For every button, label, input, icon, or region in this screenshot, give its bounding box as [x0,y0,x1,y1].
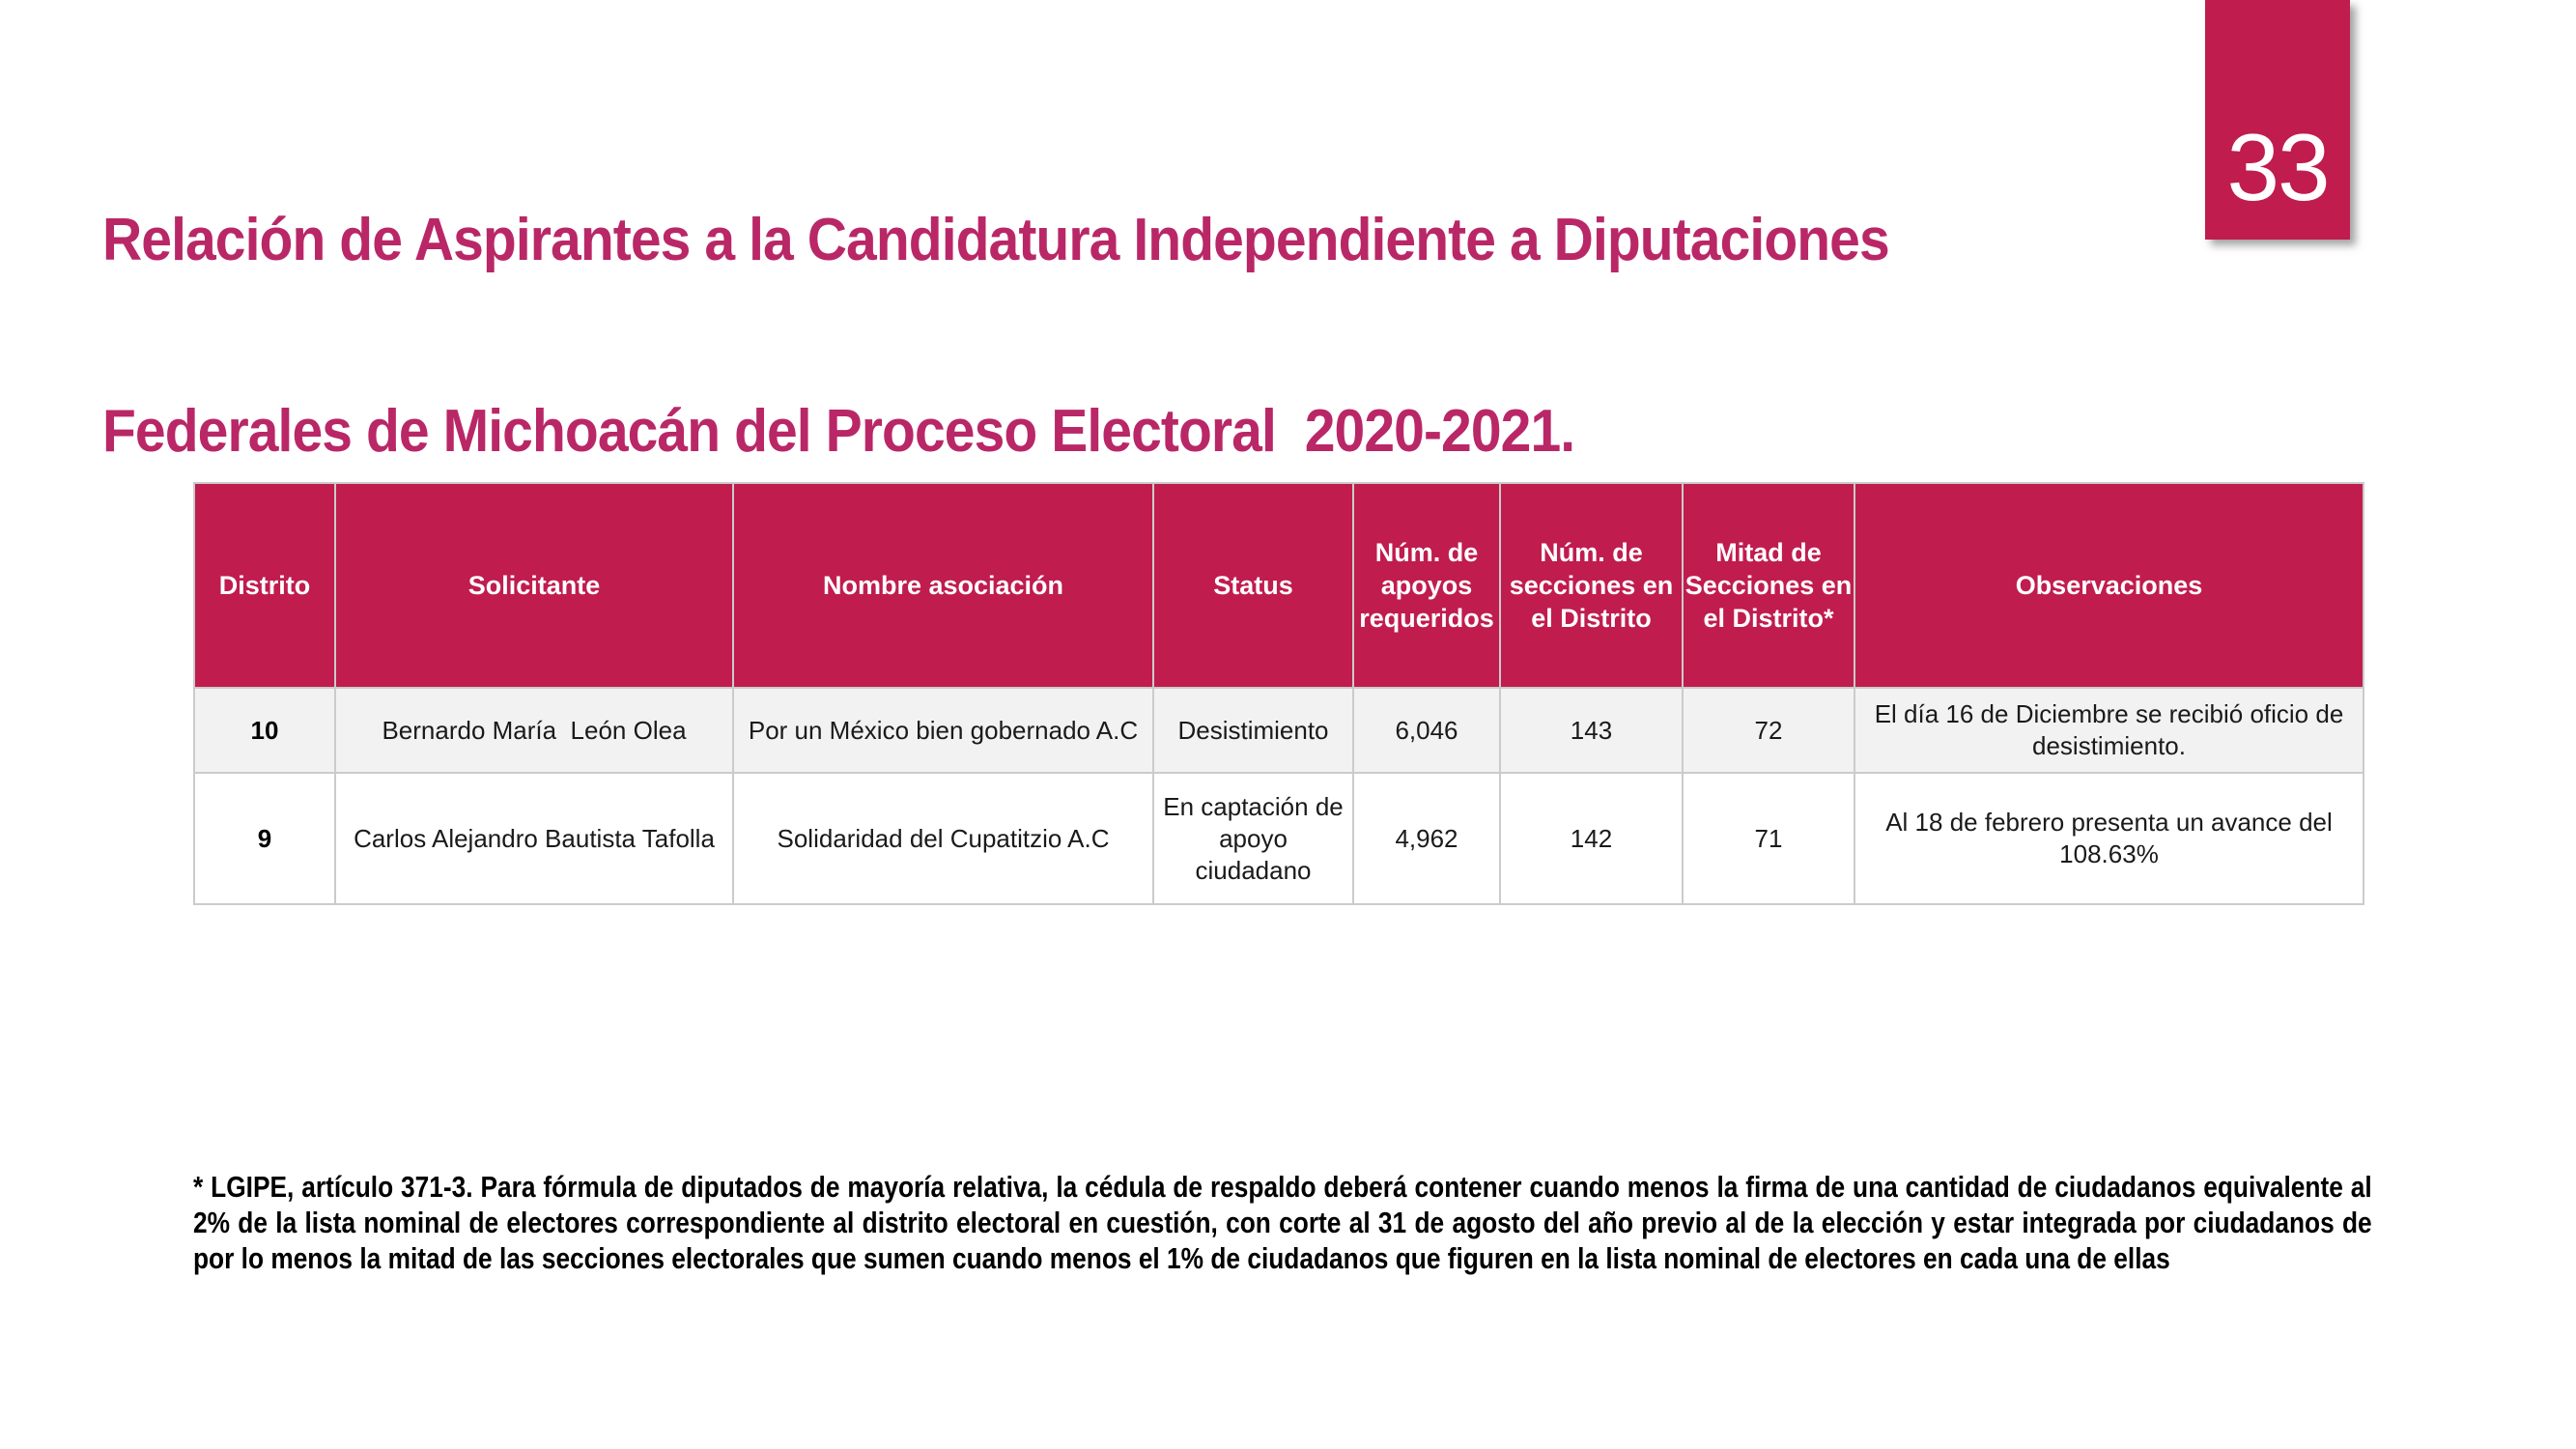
col-header-secciones: Núm. de secciones en el Distrito [1499,482,1684,689]
footnote: * LGIPE, artículo 371-3. Para fórmula de… [193,1170,2372,1275]
cell-mitad: 71 [1682,772,1855,905]
cell-secciones: 143 [1499,687,1684,774]
page-number-box: 33 [2205,0,2350,240]
cell-solicitante: Bernardo María León Olea [334,687,734,774]
cell-apoyos: 4,962 [1352,772,1501,905]
cell-solicitante: Carlos Alejandro Bautista Tafolla [334,772,734,905]
col-header-observaciones: Observaciones [1854,482,2364,689]
cell-distrito: 9 [193,772,336,905]
aspirantes-table: Distrito Solicitante Nombre asociación Stat… [193,482,2364,905]
col-header-apoyos: Núm. de apoyos requeridos [1352,482,1501,689]
col-header-asociacion: Nombre asociación [732,482,1154,689]
table-row: 9 Carlos Alejandro Bautista Tafolla Solida… [193,772,2364,905]
col-header-status: Status [1152,482,1354,689]
page-number: 33 [2226,114,2330,220]
col-header-solicitante: Solicitante [334,482,734,689]
cell-status: En captación de apoyo ciudadano [1152,772,1354,905]
table-row: 10 Bernardo María León Olea Por un México … [193,687,2364,774]
page-title: Relación de Aspirantes a la Candidatura … [102,81,1890,591]
cell-secciones: 142 [1499,772,1684,905]
cell-observaciones: Al 18 de febrero presenta un avance del … [1854,772,2364,905]
cell-mitad: 72 [1682,687,1855,774]
cell-asociacion: Solidaridad del Cupatitzio A.C [732,772,1154,905]
table-header: Distrito Solicitante Nombre asociación Stat… [193,482,2364,689]
page-title-line2: Federales de Michoacán del Proceso Elect… [102,398,1575,465]
table-header-row: Distrito Solicitante Nombre asociación Stat… [193,482,2364,689]
cell-apoyos: 6,046 [1352,687,1501,774]
cell-asociacion: Por un México bien gobernado A.C [732,687,1154,774]
cell-status: Desistimiento [1152,687,1354,774]
cell-observaciones: El día 16 de Diciembre se recibió oficio… [1854,687,2364,774]
cell-distrito: 10 [193,687,336,774]
col-header-mitad: Mitad de Secciones en el Distrito* [1682,482,1855,689]
table-body: 10 Bernardo María León Olea Por un México … [193,687,2364,905]
col-header-distrito: Distrito [193,482,336,689]
page-title-line1: Relación de Aspirantes a la Candidatura … [102,207,1890,273]
